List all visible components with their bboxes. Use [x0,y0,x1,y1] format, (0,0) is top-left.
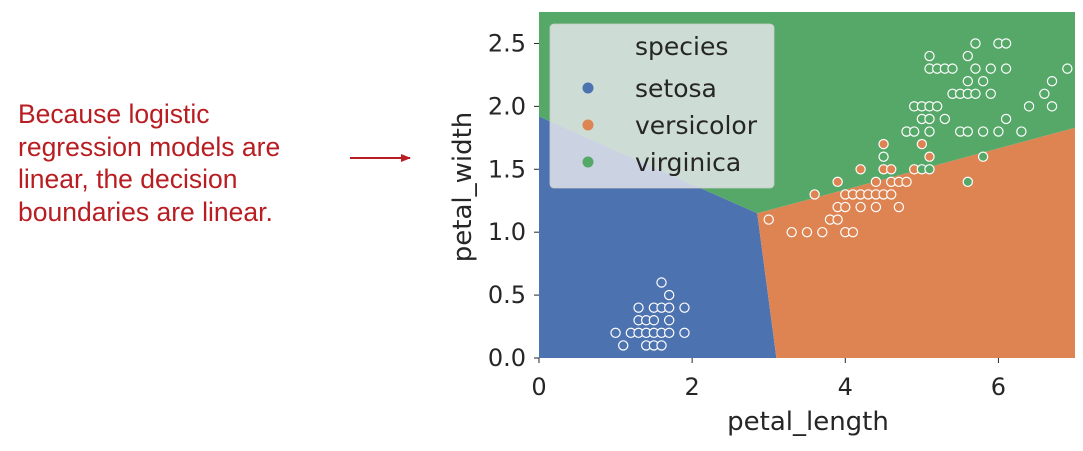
legend-label-virginica: virginica [635,148,741,177]
point-virginica [1000,113,1012,125]
point-versicolor [809,189,820,200]
point-virginica [1023,101,1035,112]
point-versicolor [763,214,774,225]
point-setosa [679,302,690,313]
y-tick-label: 0.5 [488,281,526,309]
point-versicolor [840,201,851,213]
point-virginica [924,126,935,137]
axes: 0 2 4 6 0.0 0.5 1.0 1.5 2.0 2.5 petal_length petal_… [448,29,1006,437]
point-virginica [962,75,974,87]
point-versicolor [893,201,905,213]
point-virginica [1000,38,1012,49]
region-versicolor [757,127,1075,358]
legend-label-versicolor: versicolor [635,111,758,140]
annotation-line: boundaries are linear. [18,196,273,227]
point-virginica [977,75,989,87]
point-virginica [977,126,989,137]
point-virginica [909,126,920,137]
point-virginica [947,63,958,74]
legend-label-setosa: setosa [635,74,717,103]
point-versicolor [786,226,797,238]
point-virginica [962,126,974,137]
point-virginica [970,38,981,49]
point-versicolor [901,176,912,188]
point-setosa [656,277,667,288]
point-virginica [970,63,981,74]
point-versicolor [886,189,897,200]
point-virginica [977,151,989,162]
y-tick-label: 2.0 [488,92,526,120]
legend-marker-virginica [582,156,594,168]
point-virginica [962,50,974,62]
point-versicolor [886,164,897,175]
point-virginica [985,63,996,74]
point-versicolor [870,176,882,188]
point-setosa [610,327,621,339]
point-virginica [1000,63,1012,74]
point-virginica [970,88,981,99]
point-virginica [985,88,996,99]
point-versicolor [801,226,813,238]
point-setosa [648,315,660,326]
legend-marker-setosa [582,82,594,94]
point-setosa [663,315,675,326]
annotation-line: Because logistic [18,99,210,129]
point-virginica [1016,126,1027,137]
y-axis-label: petal_width [448,112,478,263]
x-tick-label: 0 [531,373,546,401]
legend-marker-versicolor [582,119,594,131]
point-virginica [1062,63,1073,74]
point-virginica [1046,101,1058,112]
point-versicolor [832,176,843,188]
point-versicolor [817,226,828,238]
point-virginica [878,151,889,162]
point-versicolor [878,138,889,150]
legend-title: species [635,32,728,61]
point-versicolor [924,151,935,162]
x-tick-label: 6 [991,373,1006,401]
point-setosa [656,340,667,351]
point-virginica [1039,88,1050,99]
point-virginica [931,101,943,112]
point-versicolor [847,226,859,238]
scatter-points [610,38,1073,351]
x-axis-label: petal_length [727,407,889,437]
point-versicolor [870,201,882,213]
y-tick-label: 2.5 [488,29,526,57]
point-setosa [663,289,675,301]
y-tick-label: 1.0 [488,218,526,246]
x-tick-label: 2 [685,373,700,401]
point-setosa [663,327,675,339]
x-tick-label: 4 [838,373,853,401]
point-versicolor [855,164,866,175]
point-virginica [1046,75,1058,87]
point-versicolor [916,138,928,150]
annotation-line: linear, the decision [18,164,238,195]
y-tick-label: 0.0 [488,344,526,372]
point-virginica [939,113,951,125]
point-virginica [993,126,1004,137]
point-virginica [924,50,935,62]
legend: species setosa versicolor virginica [549,23,775,189]
y-tick-label: 1.5 [488,155,526,183]
legend-box [549,23,775,189]
point-versicolor [832,214,843,225]
annotation-line: regression models are [18,131,281,162]
point-setosa [633,302,644,313]
point-virginica [962,176,974,188]
annotation-text: Because logistic regression models are l… [18,98,348,228]
point-setosa [679,327,690,339]
point-setosa [663,302,675,313]
point-virginica [924,164,935,175]
point-versicolor [855,201,866,213]
point-virginica [924,113,935,125]
point-setosa [618,340,629,351]
